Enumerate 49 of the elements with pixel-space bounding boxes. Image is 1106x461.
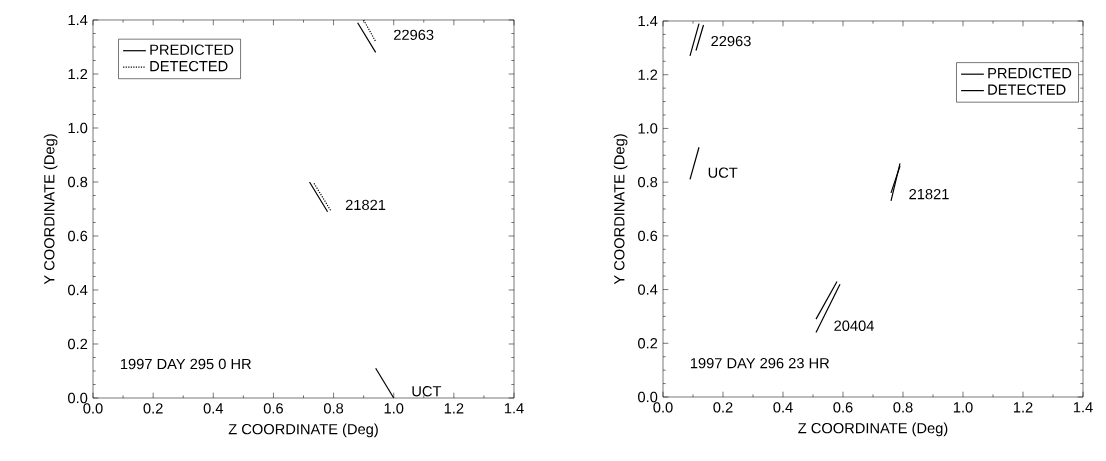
- y-tick-label: 1.0: [638, 123, 658, 134]
- legend-label: PREDICTED: [988, 67, 1072, 79]
- legend-label: PREDICTED: [150, 44, 234, 55]
- y-tick-label: 1.0: [68, 122, 88, 134]
- x-tick-label: 0.6: [833, 402, 853, 413]
- annotation: 1997 DAY 296 23 HR: [690, 357, 830, 369]
- y-tick-label: 0.4: [68, 284, 88, 296]
- y-tick-label: 0.2: [638, 338, 658, 349]
- x-tick-label: 0.4: [773, 402, 793, 413]
- x-tick-label: 1.4: [1073, 402, 1093, 413]
- annotation: UCT: [708, 167, 738, 178]
- y-tick-label: 0.0: [638, 391, 658, 403]
- annotation: 21821: [345, 199, 386, 211]
- y-tick-label: 1.2: [68, 68, 88, 80]
- x-axis-title: Z COORDINATE (Deg): [228, 423, 378, 438]
- x-tick-label: 0.4: [203, 403, 224, 414]
- legend-label: DETECTED: [988, 84, 1066, 95]
- y-axis-title: Y COORDINATE (Deg): [43, 134, 58, 285]
- x-tick-label: 0.6: [263, 403, 283, 414]
- y-tick-label: 1.4: [638, 15, 658, 27]
- annotation: 21821: [909, 188, 949, 200]
- y-tick-label: 1.2: [638, 69, 658, 80]
- x-tick-label: 1.0: [953, 402, 973, 413]
- x-tick-label: 0.2: [143, 403, 163, 414]
- x-tick-label: 0.8: [323, 403, 344, 414]
- x-axis-title: Z COORDINATE (Deg): [798, 422, 948, 437]
- x-tick-label: 1.2: [444, 403, 464, 414]
- y-tick-label: 0.8: [638, 176, 658, 188]
- x-tick-label: 1.2: [1013, 402, 1033, 413]
- y-axis-title: Y COORDINATE (Deg): [613, 134, 628, 285]
- y-tick-label: 0.6: [638, 230, 658, 242]
- annotation: UCT: [412, 386, 442, 397]
- x-tick-label: 1.0: [384, 403, 404, 414]
- y-tick-label: 0.0: [68, 392, 88, 404]
- y-tick-label: 0.2: [68, 338, 88, 350]
- x-tick-label: 0.8: [893, 402, 913, 413]
- x-tick-label: 0.0: [83, 403, 103, 414]
- annotation: 22963: [711, 35, 751, 47]
- y-tick-label: 1.4: [68, 14, 88, 26]
- annotation: 22963: [394, 29, 434, 40]
- x-tick-label: 0.2: [713, 402, 733, 413]
- y-tick-label: 0.6: [68, 230, 88, 242]
- legend-label: DETECTED: [150, 60, 228, 72]
- annotation: 20404: [834, 320, 874, 331]
- y-tick-label: 0.8: [68, 176, 88, 188]
- x-tick-label: 0.0: [653, 402, 673, 413]
- y-tick-label: 0.4: [638, 284, 658, 295]
- x-tick-label: 1.4: [504, 403, 524, 414]
- annotation: 1997 DAY 295 0 HR: [120, 358, 251, 370]
